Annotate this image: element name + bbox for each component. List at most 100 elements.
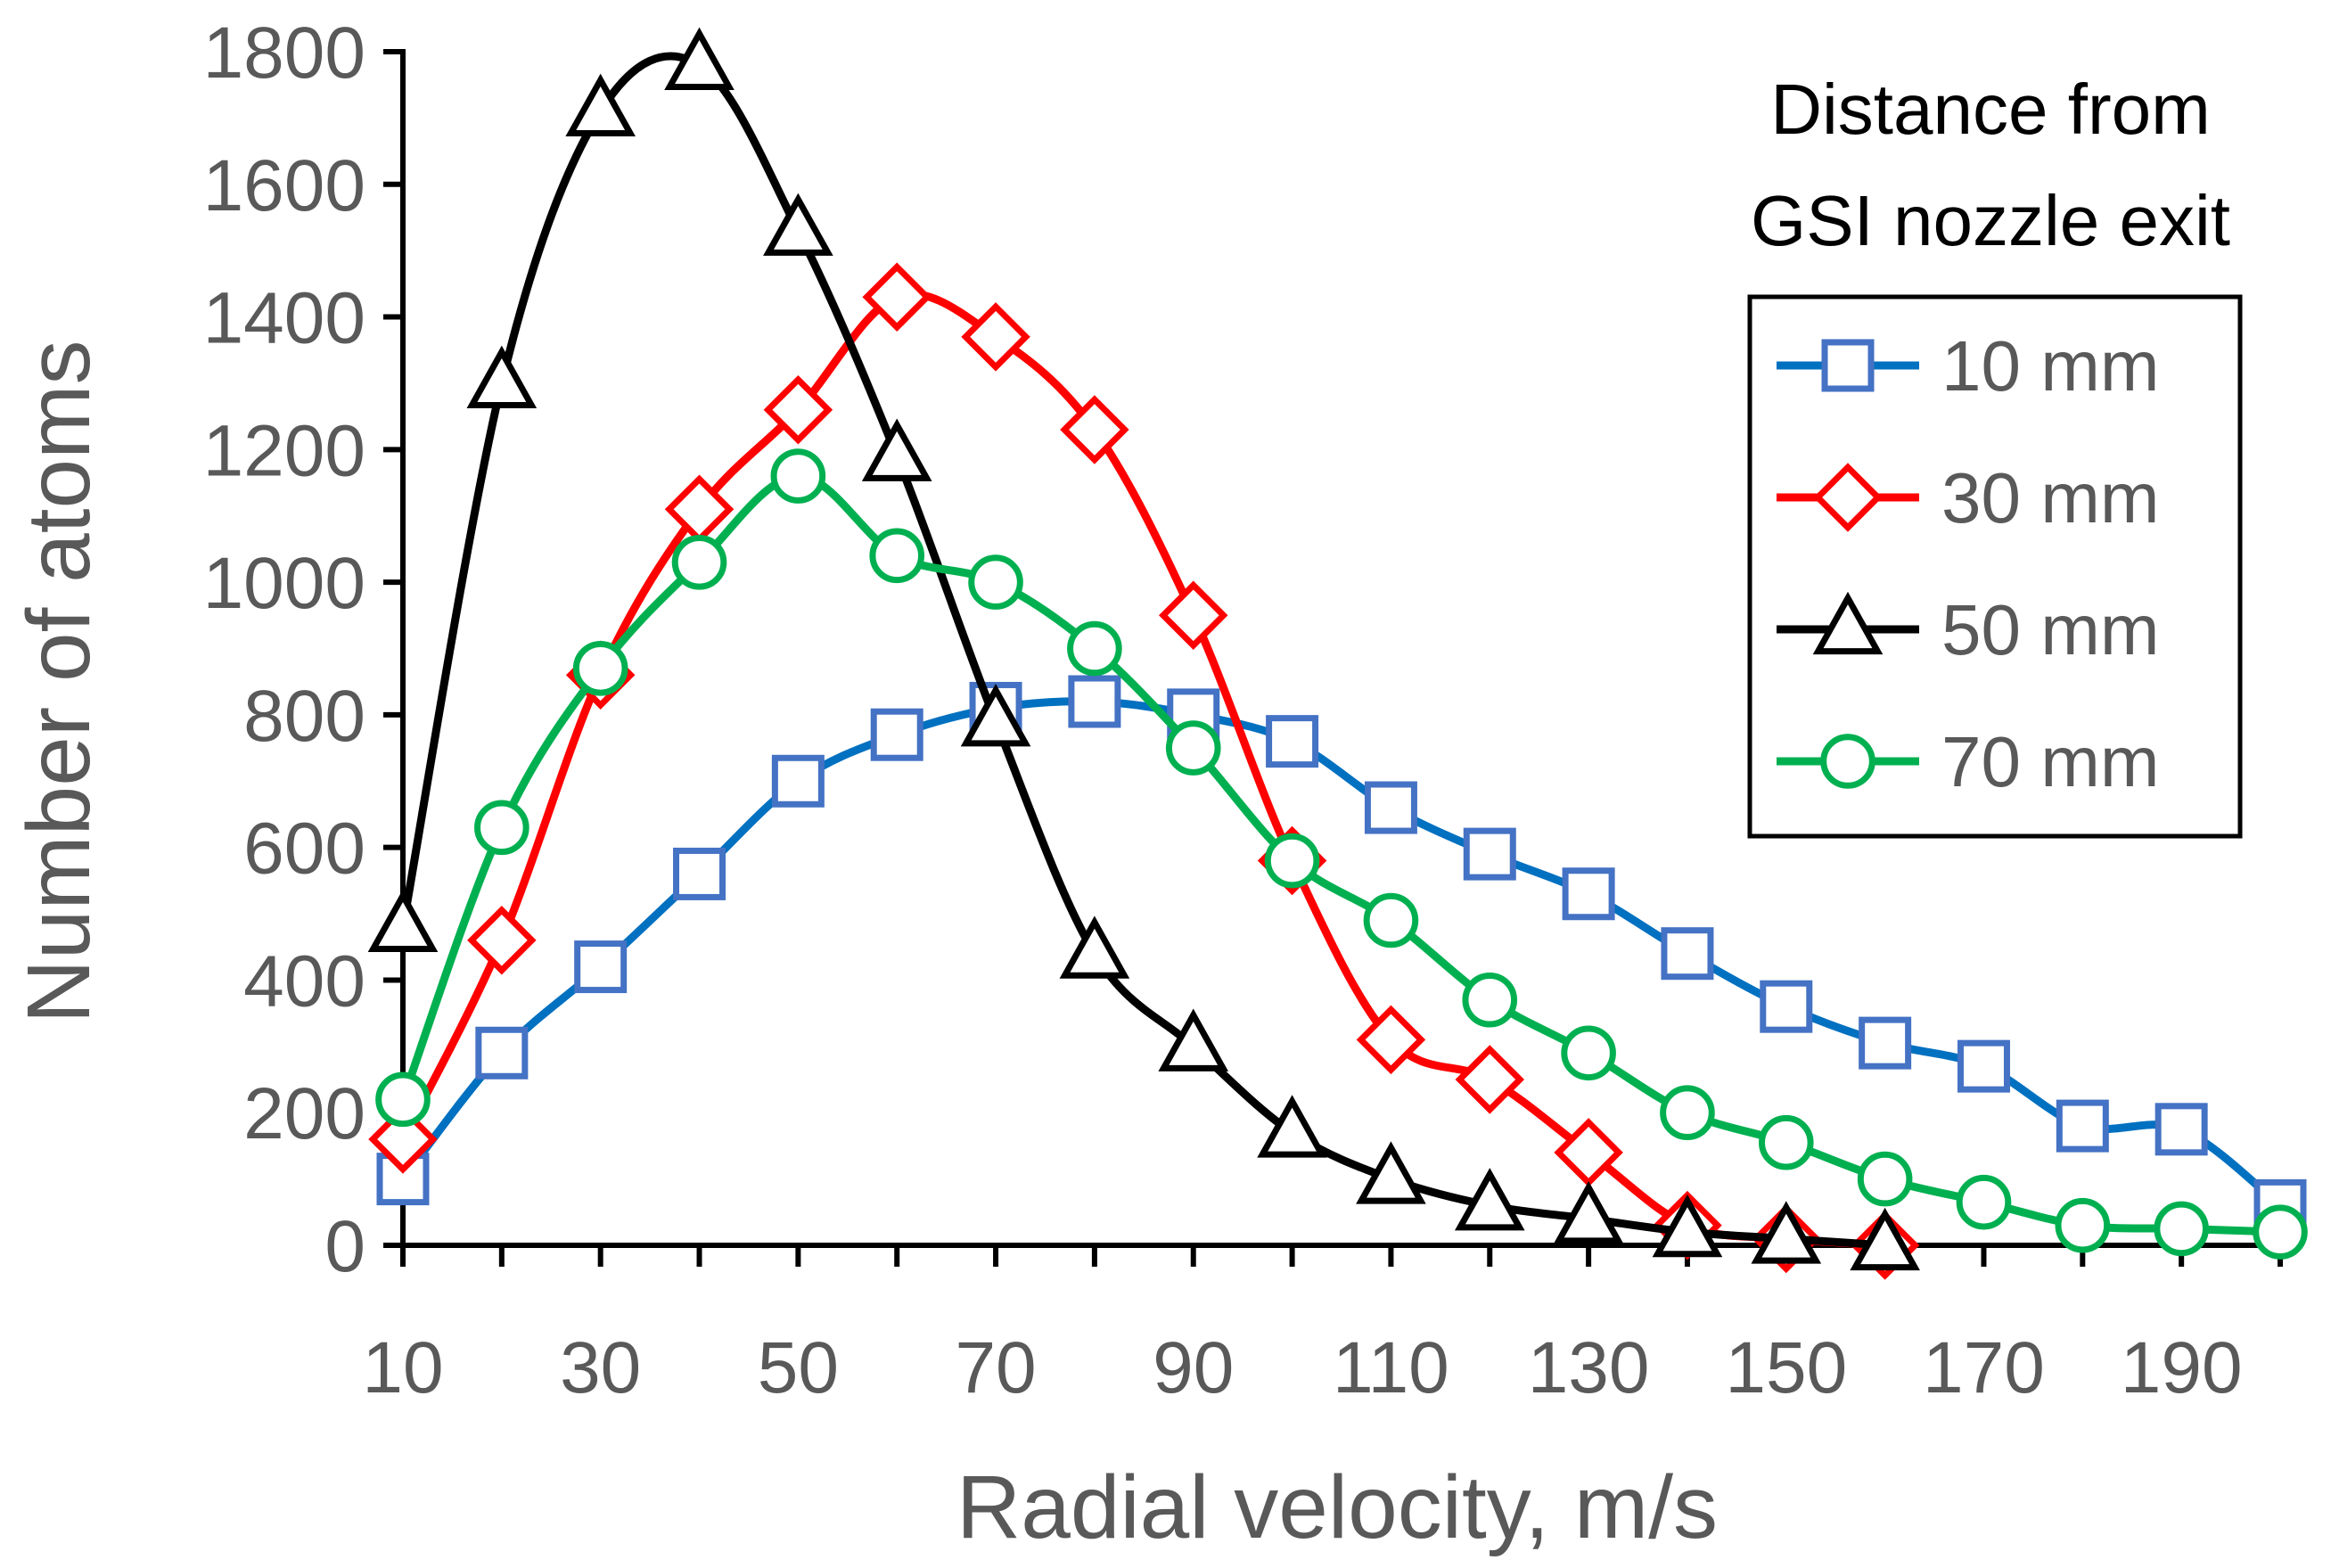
data-point (1562, 867, 1615, 921)
legend-swatch-marker (1821, 339, 1875, 392)
data-point (961, 302, 1030, 372)
data-point (1364, 781, 1417, 834)
y-tick-label: 600 (243, 809, 365, 890)
data-point (869, 528, 925, 584)
x-tick-label: 130 (1528, 1327, 1650, 1408)
data-point (862, 262, 932, 332)
x-tick-label: 190 (2121, 1327, 2243, 1408)
legend-swatch-marker (1812, 591, 1884, 655)
y-axis-title: Number of atoms (9, 341, 109, 1024)
legend: Distance from GSI nozzle exit 10 mm 30 mm… (1747, 70, 2243, 839)
legend-item-30-mm: 30 mm (1777, 458, 2160, 538)
data-point (466, 345, 538, 409)
data-point (960, 684, 1031, 747)
legend-title-line-2: GSI nozzle exit (1751, 181, 2230, 260)
data-point (475, 1026, 529, 1080)
data-point (1660, 1085, 1715, 1141)
data-point (1356, 1005, 1426, 1075)
legend-item-10-mm: 10 mm (1777, 326, 2160, 406)
x-tick-label: 10 (362, 1327, 443, 1408)
x-axis-title: Radial velocity, m/s (956, 1457, 1718, 1557)
data-point (1758, 1114, 1814, 1170)
data-point (1463, 827, 1516, 881)
x-tick-label: 90 (1153, 1327, 1234, 1408)
data-point (474, 800, 529, 856)
data-point (1356, 1141, 1426, 1204)
y-tick-label: 1000 (203, 543, 365, 624)
data-point (1859, 1016, 1912, 1070)
data-point (968, 554, 1023, 610)
y-tick-label: 1600 (203, 145, 365, 226)
x-tick-label: 30 (560, 1327, 641, 1408)
data-point (574, 940, 628, 994)
y-tick-label: 800 (243, 676, 365, 757)
data-point (1059, 915, 1130, 979)
legend-item-70-mm: 70 mm (1777, 722, 2160, 801)
y-tick-label: 200 (243, 1073, 365, 1154)
data-point (367, 889, 439, 953)
legend-label: 70 mm (1941, 722, 2160, 801)
x-tick-label: 150 (1725, 1327, 1847, 1408)
data-point (763, 374, 833, 445)
legend-label: 50 mm (1941, 590, 2160, 669)
data-point (467, 906, 537, 975)
series-line (398, 52, 1890, 1250)
data-point (1956, 1174, 2012, 1230)
legend-label: 10 mm (1941, 326, 2160, 406)
data-point (1850, 1207, 1920, 1271)
data-point (2155, 1103, 2208, 1156)
legend-item-50-mm: 50 mm (1777, 590, 2160, 669)
data-point (1751, 1201, 1822, 1264)
legend-swatch-marker (1820, 734, 1875, 789)
data-point (1165, 720, 1221, 776)
data-point (1363, 892, 1419, 948)
data-point (1060, 395, 1129, 464)
data-point (2055, 1197, 2111, 1253)
data-point (1561, 1025, 1616, 1081)
data-point (763, 193, 833, 256)
data-point (1957, 1039, 2010, 1093)
data-point (870, 708, 923, 761)
data-point (1455, 1045, 1525, 1114)
data-point (1264, 833, 1320, 889)
data-point (664, 27, 735, 90)
data-point (375, 1071, 431, 1128)
legend-box (1747, 294, 2243, 839)
data-point (1760, 980, 1813, 1033)
data-point (1462, 972, 1518, 1028)
data-point (1158, 580, 1228, 651)
data-point (565, 73, 636, 137)
data-point (1068, 675, 1121, 728)
data-point (2253, 1204, 2308, 1260)
series-70-mm (375, 448, 2308, 1260)
data-point (1857, 1151, 1913, 1207)
data-point (771, 754, 825, 808)
y-tick-label: 400 (243, 940, 365, 1022)
data-point (770, 448, 826, 504)
legend-title-line-1: Distance from (1770, 70, 2210, 149)
legend-label: 30 mm (1941, 458, 2160, 538)
x-tick-label: 70 (955, 1327, 1036, 1408)
legend-swatch-marker (1813, 463, 1883, 532)
series-50-mm (367, 27, 1920, 1271)
data-point (861, 418, 932, 481)
y-tick-label: 1400 (203, 278, 365, 359)
data-point (1454, 1168, 1525, 1231)
data-point (2056, 1099, 2109, 1153)
x-tick-label: 170 (1923, 1327, 2045, 1408)
data-point (1652, 1194, 1723, 1258)
axes: 0 200 400 600 800 1000 1200 1400 1600 1800 10 30 50 7… (203, 12, 2283, 1408)
data-point (1553, 1180, 1624, 1244)
x-tick-label: 110 (1333, 1327, 1449, 1408)
data-point (368, 1104, 438, 1174)
data-point (673, 847, 726, 900)
y-tick-label: 1200 (203, 410, 365, 491)
y-tick-label: 0 (324, 1206, 365, 1287)
data-point (572, 641, 628, 696)
series-layer (367, 27, 2308, 1280)
data-point (2154, 1201, 2209, 1257)
data-point (1266, 715, 1319, 768)
data-point (1067, 620, 1122, 677)
y-tick-label: 1800 (203, 12, 365, 94)
